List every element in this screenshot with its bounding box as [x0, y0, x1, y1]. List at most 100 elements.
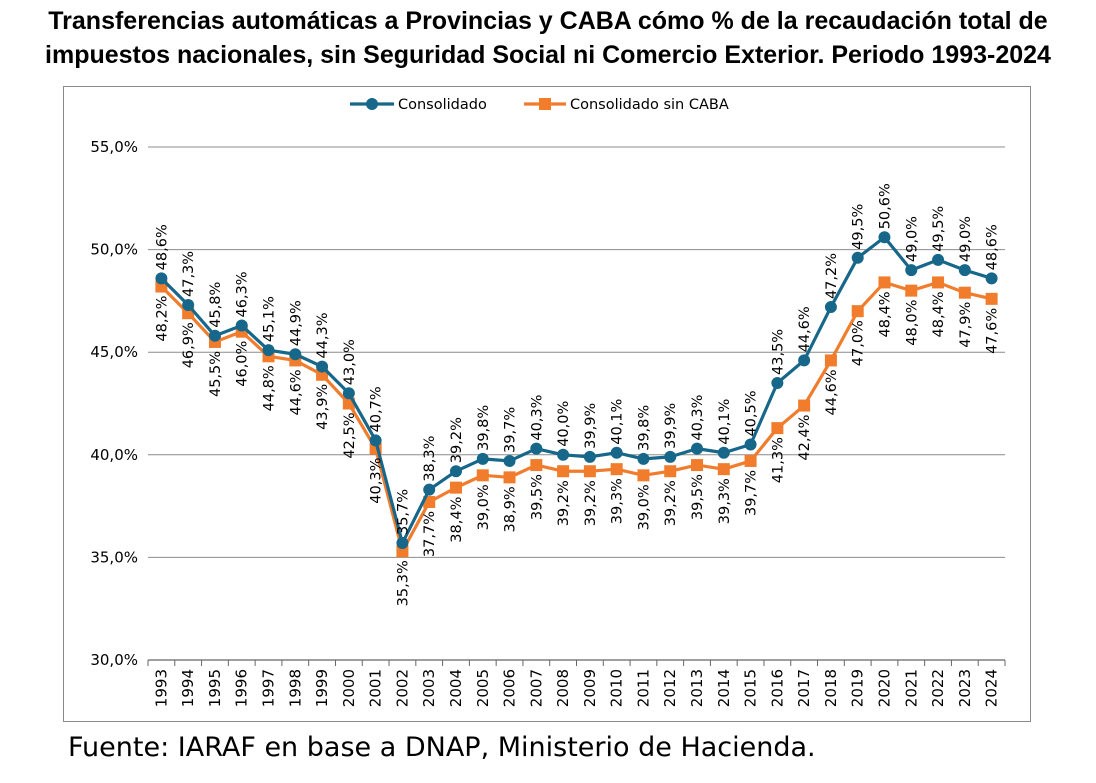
- consolidado-sin-caba-data-label: 47,6%: [985, 308, 1001, 354]
- x-tick-label: 2000: [340, 669, 358, 707]
- x-tick-label: 2004: [447, 669, 465, 707]
- consolidado-point: [824, 301, 837, 314]
- consolidado-sin-caba-point: [932, 276, 945, 289]
- y-tick-label: 45,0%: [90, 343, 138, 361]
- consolidado-sin-caba-data-label: 46,0%: [235, 341, 251, 387]
- consolidado-sin-caba-data-label: 39,0%: [476, 484, 492, 530]
- x-tick-label: 2005: [474, 669, 492, 707]
- consolidado-point: [476, 452, 489, 465]
- consolidado-point: [235, 319, 248, 332]
- consolidado-point: [610, 446, 623, 459]
- y-tick-label: 30,0%: [90, 651, 138, 669]
- consolidado-point: [208, 329, 221, 342]
- consolidado-sin-caba-point: [476, 469, 489, 482]
- consolidado-data-label: 49,5%: [851, 204, 867, 250]
- legend-consolidado-label: Consolidado: [398, 97, 487, 113]
- x-tick-label: 1993: [152, 669, 170, 707]
- consolidado-data-label: 48,6%: [154, 224, 170, 270]
- consolidado-sin-caba-data-label: 39,2%: [663, 480, 679, 526]
- x-tick-label: 2024: [983, 669, 1001, 707]
- consolidado-point: [449, 465, 462, 478]
- consolidado-data-label: 38,3%: [422, 436, 438, 482]
- consolidado-sin-caba-point: [985, 292, 998, 305]
- axes: 30,0% 35,0% 40,0% 45,0% 50,0% 55,0% 1993 1994 19…: [90, 138, 1006, 707]
- consolidado-sin-caba-data-label: 39,2%: [583, 480, 599, 526]
- consolidado-point: [530, 442, 543, 455]
- consolidado-point: [155, 272, 168, 285]
- x-tick-label: 1998: [286, 669, 304, 707]
- consolidado-data-label: 49,0%: [904, 216, 920, 262]
- consolidado-sin-caba-data-label: 42,5%: [342, 413, 358, 459]
- consolidado-point: [503, 454, 516, 467]
- consolidado-sin-caba-point: [557, 465, 570, 478]
- consolidado-sin-caba-line: [160, 280, 992, 553]
- consolidado-point: [316, 360, 329, 373]
- consolidado-sin-caba-data-label: 45,5%: [208, 351, 224, 397]
- consolidado-point: [396, 537, 409, 550]
- legend-consolidado-marker: [366, 98, 378, 110]
- consolidado-sin-caba-point: [905, 284, 918, 297]
- legend-sin-caba-label: Consolidado sin CABA: [570, 97, 729, 113]
- consolidado-sin-caba-point: [637, 469, 650, 482]
- consolidado-point: [369, 434, 382, 447]
- legend-sin-caba-marker: [539, 98, 551, 110]
- consolidado-data-label: 40,7%: [369, 386, 385, 432]
- x-tick-label: 2019: [849, 669, 867, 707]
- consolidado-sin-caba-point: [717, 463, 730, 476]
- consolidado-data-label: 49,0%: [958, 216, 974, 262]
- x-tick-label: 2023: [956, 669, 974, 707]
- y-tick-label: 55,0%: [90, 138, 138, 156]
- consolidado-point: [717, 446, 730, 459]
- chart-title-line-2: impuestos nacionales, sin Seguridad Soci…: [45, 41, 1051, 69]
- y-tick-label: 40,0%: [90, 446, 138, 464]
- consolidado-point: [583, 450, 596, 463]
- consolidado-point: [637, 452, 650, 465]
- consolidado-data-label: 50,6%: [877, 183, 893, 229]
- consolidado-sin-caba-point: [878, 276, 891, 289]
- consolidado-data-label: 40,3%: [690, 395, 706, 441]
- consolidado-point: [744, 438, 757, 451]
- consolidado-sin-caba-point: [824, 354, 837, 367]
- consolidado-data-label: 47,3%: [181, 251, 197, 297]
- consolidado-point: [851, 251, 864, 264]
- consolidado-sin-caba-data-label: 48,0%: [904, 300, 920, 346]
- consolidado-data-label: 44,9%: [288, 300, 304, 346]
- consolidado-data-label: 43,0%: [342, 339, 358, 385]
- x-tick-label: 2021: [902, 669, 920, 707]
- x-tick-label: 2013: [688, 669, 706, 707]
- consolidado-sin-caba-data-label: 40,3%: [369, 458, 385, 504]
- consolidado-data-label: 35,7%: [395, 489, 411, 535]
- consolidado-sin-caba-data-label: 39,0%: [636, 484, 652, 530]
- consolidado-data-label: 39,8%: [636, 405, 652, 451]
- x-tick-label: 2007: [527, 669, 545, 707]
- consolidado-data-label: 39,8%: [476, 405, 492, 451]
- consolidado-point: [664, 450, 677, 463]
- consolidado-point: [878, 231, 891, 244]
- consolidado-data-label: 43,5%: [770, 329, 786, 375]
- x-tick-label: 2016: [768, 669, 786, 707]
- consolidado-data-label: 48,6%: [985, 224, 1001, 270]
- consolidado-sin-caba-data-label: 44,6%: [288, 369, 304, 415]
- x-tick-label: 2008: [554, 669, 572, 707]
- x-tick-label: 2012: [661, 669, 679, 707]
- consolidado-data-label: 40,5%: [744, 390, 760, 436]
- consolidado-sin-caba-data-label: 38,4%: [449, 497, 465, 543]
- consolidado-point: [289, 348, 302, 361]
- consolidado-sin-caba-data-label: 37,7%: [422, 511, 438, 557]
- consolidado-point: [985, 272, 998, 285]
- consolidado-sin-caba-point: [851, 305, 864, 318]
- consolidado-point: [958, 264, 971, 277]
- consolidado-sin-caba-data-label: 43,9%: [315, 384, 331, 430]
- x-tick-label: 2014: [715, 669, 733, 707]
- consolidado-sin-caba-point: [691, 459, 704, 472]
- consolidado-data-label: 45,8%: [208, 282, 224, 328]
- consolidado-sin-caba-data-label: 47,9%: [958, 302, 974, 348]
- consolidado-point: [932, 253, 945, 266]
- consolidado-data-label: 40,0%: [556, 401, 572, 447]
- consolidado-sin-caba-data-label: 39,5%: [529, 474, 545, 520]
- consolidado-sin-caba-data-label: 41,3%: [770, 437, 786, 483]
- consolidado-sin-caba-point: [798, 399, 811, 412]
- consolidado-point: [691, 442, 704, 455]
- chart-title: Transferencias automáticas a Provincias …: [0, 4, 1096, 72]
